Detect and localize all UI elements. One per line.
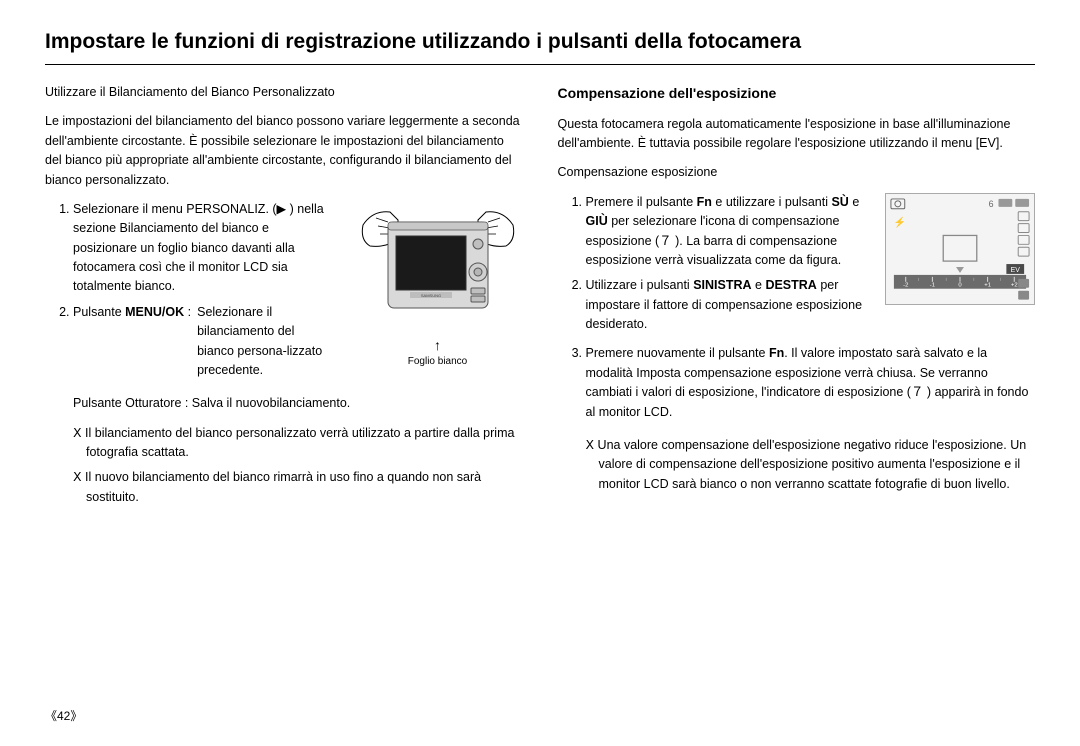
left-steps-list: Selezionare il menu PERSONALIZ. (▶ ) nel… bbox=[45, 200, 335, 380]
r2des: DESTRA bbox=[765, 278, 816, 292]
lcd-screen-illustration: ⚡ 6 EV bbox=[885, 193, 1035, 306]
right-notes: Ⅹ Una valore compensazione dell'esposizi… bbox=[558, 436, 1036, 494]
left-steps-text: Selezionare il menu PERSONALIZ. (▶ ) nel… bbox=[45, 200, 335, 386]
right-steps-text: Premere il pulsante Fn e utilizzare i pu… bbox=[558, 193, 872, 341]
camera-caption: Foglio bianco bbox=[353, 354, 523, 370]
r1su: SÙ bbox=[831, 195, 848, 209]
r3fn: Fn bbox=[769, 346, 784, 360]
right-note: Ⅹ Una valore compensazione dell'esposizi… bbox=[586, 436, 1036, 494]
r1e: e bbox=[849, 195, 859, 209]
left-intro: Le impostazioni del bilanciamento del bi… bbox=[45, 112, 523, 190]
right-step-2: Utilizzare i pulsanti SINISTRA e DESTRA … bbox=[586, 276, 872, 334]
shutter-line: Pulsante Otturatore : Salva il nuovobila… bbox=[45, 394, 523, 413]
right-note-text: Una valore compensazione dell'esposizion… bbox=[598, 438, 1027, 491]
svg-text:SAMSUNG: SAMSUNG bbox=[420, 293, 440, 298]
r2a: Utilizzare i pulsanti bbox=[586, 278, 694, 292]
left-note-1-text: Il bilanciamento del bianco personalizza… bbox=[85, 426, 514, 459]
r1a: Premere il pulsante bbox=[586, 195, 697, 209]
lcd-figure: ⚡ 6 EV bbox=[885, 193, 1035, 312]
left-steps-row: Selezionare il menu PERSONALIZ. (▶ ) nel… bbox=[45, 200, 523, 386]
step2-desc: Selezionare il bilanciamento del bianco … bbox=[197, 303, 334, 381]
step2-label: Pulsante bbox=[73, 305, 125, 319]
right-intro: Questa fotocamera regola automaticamente… bbox=[558, 115, 1036, 154]
two-column-layout: Utilizzare il Bilanciamento del Bianco P… bbox=[45, 83, 1035, 513]
svg-text:+2: +2 bbox=[1011, 283, 1018, 289]
r1c: per selezionare l'icona di compensazione… bbox=[586, 214, 842, 267]
r1giu: GIÙ bbox=[586, 214, 608, 228]
r2e: e bbox=[752, 278, 766, 292]
left-note-2-text: Il nuovo bilanciamento del bianco rimarr… bbox=[85, 470, 481, 503]
step2-bold: MENU/OK bbox=[125, 305, 184, 319]
right-step-3-list: Premere nuovamente il pulsante Fn. Il va… bbox=[558, 344, 1036, 422]
right-step-3: Premere nuovamente il pulsante Fn. Il va… bbox=[586, 344, 1036, 422]
left-step-2: Pulsante MENU/OK : Selezionare il bilanc… bbox=[73, 303, 335, 381]
step2-colon: : bbox=[184, 305, 191, 319]
right-heading: Compensazione dell'esposizione bbox=[558, 83, 1036, 105]
r3a: Premere nuovamente il pulsante bbox=[586, 346, 769, 360]
camera-figure: SAMSUNG ↑ Foglio bianco bbox=[353, 200, 523, 370]
right-steps-list: Premere il pulsante Fn e utilizzare i pu… bbox=[558, 193, 872, 335]
left-step-1: Selezionare il menu PERSONALIZ. (▶ ) nel… bbox=[73, 200, 335, 297]
page-title: Impostare le funzioni di registrazione u… bbox=[45, 30, 1035, 65]
svg-text:6: 6 bbox=[989, 199, 994, 209]
left-note-2: Ⅹ Il nuovo bilanciamento del bianco rima… bbox=[73, 468, 523, 507]
camera-illustration: SAMSUNG bbox=[358, 200, 518, 330]
r1fn: Fn bbox=[697, 195, 712, 209]
r1b: e utilizzare i pulsanti bbox=[712, 195, 832, 209]
svg-text:EV: EV bbox=[1011, 267, 1021, 274]
left-notes: Ⅹ Il bilanciamento del bianco personaliz… bbox=[45, 424, 523, 508]
svg-text:⚡: ⚡ bbox=[894, 216, 906, 228]
right-subhead: Compensazione esposizione bbox=[558, 163, 1036, 182]
svg-text:-1: -1 bbox=[930, 283, 935, 289]
page-number: 《42》 bbox=[45, 707, 82, 724]
left-column: Utilizzare il Bilanciamento del Bianco P… bbox=[45, 83, 523, 513]
right-column: Compensazione dell'esposizione Questa fo… bbox=[558, 83, 1036, 513]
svg-text:+1: +1 bbox=[984, 283, 991, 289]
left-note-1: Ⅹ Il bilanciamento del bianco personaliz… bbox=[73, 424, 523, 463]
svg-text:-2: -2 bbox=[903, 283, 908, 289]
r2sin: SINISTRA bbox=[693, 278, 751, 292]
right-step-1: Premere il pulsante Fn e utilizzare i pu… bbox=[586, 193, 872, 271]
arrow-up-icon: ↑ bbox=[353, 338, 523, 352]
left-subhead: Utilizzare il Bilanciamento del Bianco P… bbox=[45, 83, 523, 102]
right-steps-row: Premere il pulsante Fn e utilizzare i pu… bbox=[558, 193, 1036, 341]
